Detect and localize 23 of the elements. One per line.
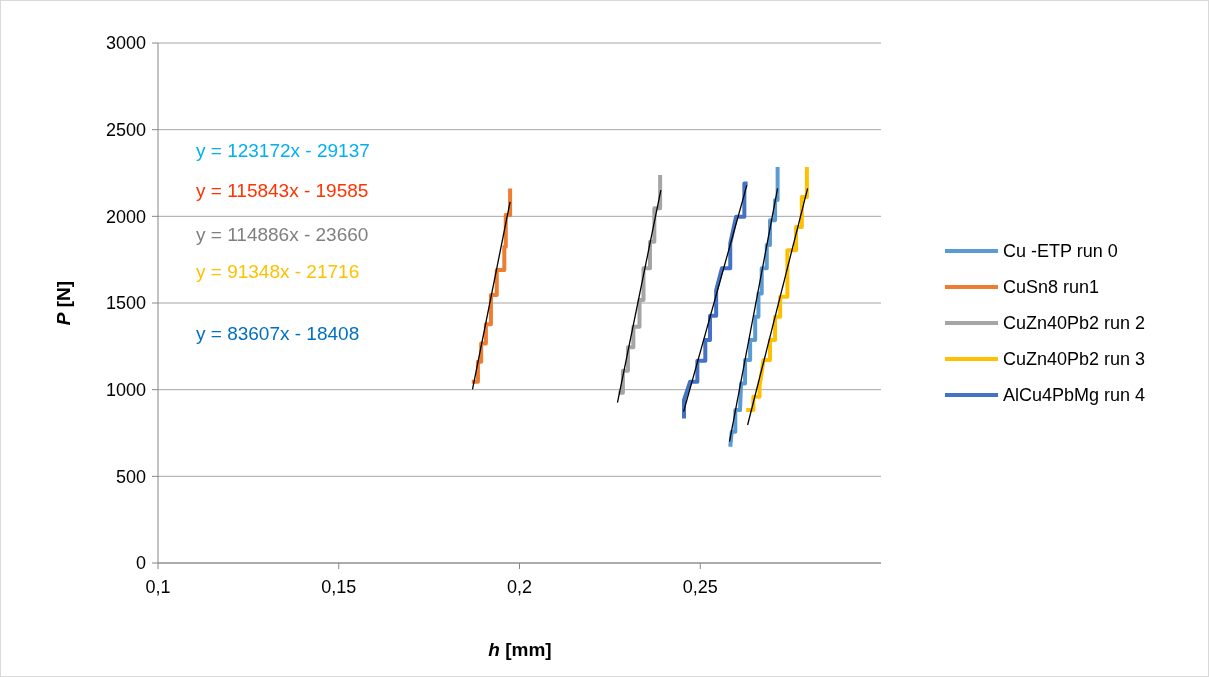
y-tick-label: 1500 xyxy=(105,293,146,314)
x-tick-label: 0,1 xyxy=(145,577,171,597)
annotation: y = 83607x - 18408 xyxy=(196,323,360,344)
annotation: y = 115843x - 19585 xyxy=(196,180,369,201)
y-tick-label: 2000 xyxy=(105,206,146,227)
y-tick-label: 0 xyxy=(135,553,146,574)
x-tick-label: 0,15 xyxy=(321,577,357,597)
x-tick-label: 0,2 xyxy=(506,577,533,597)
x-axis-title: h [mm] xyxy=(488,639,552,660)
y-tick-label: 3000 xyxy=(105,33,146,54)
legend-label: Cu -ETP run 0 xyxy=(1003,241,1118,262)
y-axis-title: P [N] xyxy=(53,280,74,326)
y-tick-label: 500 xyxy=(115,466,146,487)
legend-label: AlCu4PbMg run 4 xyxy=(1003,385,1146,406)
legend-label: CuSn8 run1 xyxy=(1003,277,1100,298)
x-tick-label: 0,25 xyxy=(682,577,718,597)
legend-label: CuZn40Pb2 run 3 xyxy=(1003,349,1146,370)
annotation: y = 114886x - 23660 xyxy=(196,224,369,245)
y-tick-label: 2500 xyxy=(105,119,146,140)
annotation: y = 91348x - 21716 xyxy=(196,261,360,282)
legend-label: CuZn40Pb2 run 2 xyxy=(1003,313,1146,334)
annotation: y = 123172x - 29137 xyxy=(196,140,370,161)
y-tick-label: 1000 xyxy=(105,379,146,400)
